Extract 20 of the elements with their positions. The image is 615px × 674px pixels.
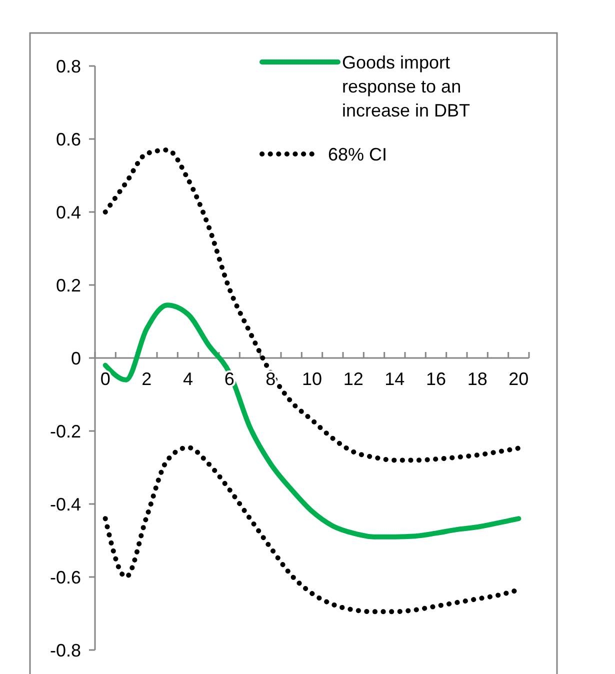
y-tick-label: -0.4 xyxy=(50,494,81,514)
x-tick-label: 0 xyxy=(100,369,110,389)
x-tick-label: 4 xyxy=(182,369,194,389)
y-tick-label: -0.2 xyxy=(50,421,81,442)
x-tick-label: 12 xyxy=(343,369,364,389)
y-tick-label: 0.8 xyxy=(56,56,81,76)
y-tick-label: -0.8 xyxy=(50,640,81,660)
x-tick-label: 10 xyxy=(302,369,322,389)
y-tick-label: 0 xyxy=(70,348,81,368)
y-tick-label: 0.6 xyxy=(56,129,81,150)
x-tick-label: 20 xyxy=(508,369,529,389)
x-tick-label: 14 xyxy=(384,369,405,389)
y-tick-label: -0.6 xyxy=(50,567,81,588)
x-tick-label: 16 xyxy=(426,369,446,389)
legend-label: Goods import response to an increase in DBT xyxy=(342,52,470,120)
legend-label: 68% CI xyxy=(328,144,388,164)
y-tick-label: 0.4 xyxy=(56,202,81,222)
y-tick-label: 0.2 xyxy=(56,275,81,296)
x-tick-label: 18 xyxy=(467,369,488,389)
x-tick-label: 2 xyxy=(142,369,152,389)
